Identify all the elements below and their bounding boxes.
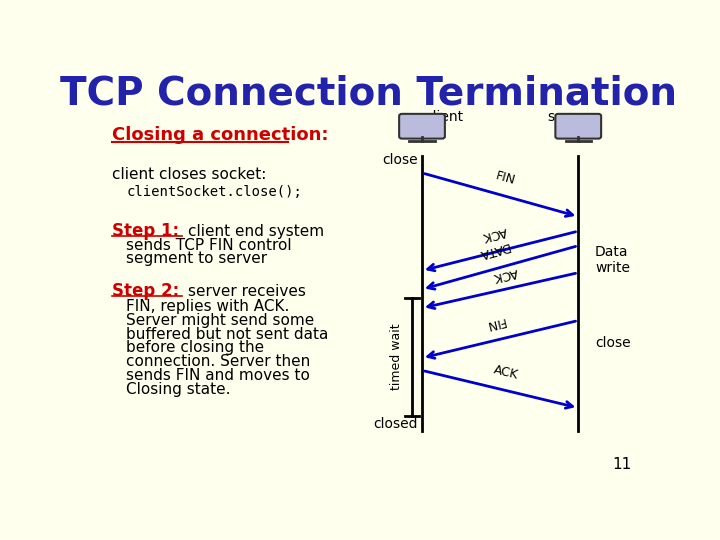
Text: ACK: ACK [492, 363, 519, 382]
Text: closed: closed [373, 417, 418, 431]
FancyBboxPatch shape [555, 114, 601, 139]
Text: clientSocket.close();: clientSocket.close(); [126, 185, 302, 199]
Text: FIN: FIN [483, 314, 506, 332]
Text: server: server [547, 110, 591, 124]
Text: close: close [382, 153, 418, 167]
Text: Closing a connection:: Closing a connection: [112, 126, 329, 145]
FancyBboxPatch shape [399, 114, 445, 139]
Text: FIN: FIN [494, 169, 517, 187]
Text: ACK: ACK [481, 225, 508, 244]
Text: sends TCP FIN control: sends TCP FIN control [126, 238, 292, 253]
Text: before closing the: before closing the [126, 340, 264, 355]
Text: Data
write: Data write [595, 245, 630, 275]
Text: buffered but not sent data: buffered but not sent data [126, 327, 328, 342]
Text: client closes socket:: client closes socket: [112, 167, 266, 183]
Text: FIN, replies with ACK.: FIN, replies with ACK. [126, 299, 289, 314]
Text: sends FIN and moves to: sends FIN and moves to [126, 368, 310, 383]
Text: DATA: DATA [476, 239, 510, 260]
Text: Closing state.: Closing state. [126, 382, 231, 396]
Text: client end system: client end system [188, 224, 324, 239]
Text: timed wait: timed wait [390, 323, 403, 390]
Text: TCP Connection Termination: TCP Connection Termination [60, 75, 678, 113]
Text: Step 2:: Step 2: [112, 282, 179, 300]
Text: 11: 11 [612, 457, 631, 472]
Text: connection. Server then: connection. Server then [126, 354, 310, 369]
Text: client: client [425, 110, 463, 124]
Text: segment to server: segment to server [126, 251, 267, 266]
Text: Server might send some: Server might send some [126, 313, 315, 328]
Text: ACK: ACK [492, 265, 519, 283]
Text: server receives: server receives [188, 284, 305, 299]
Text: close: close [595, 336, 631, 350]
Text: Step 1:: Step 1: [112, 222, 179, 240]
